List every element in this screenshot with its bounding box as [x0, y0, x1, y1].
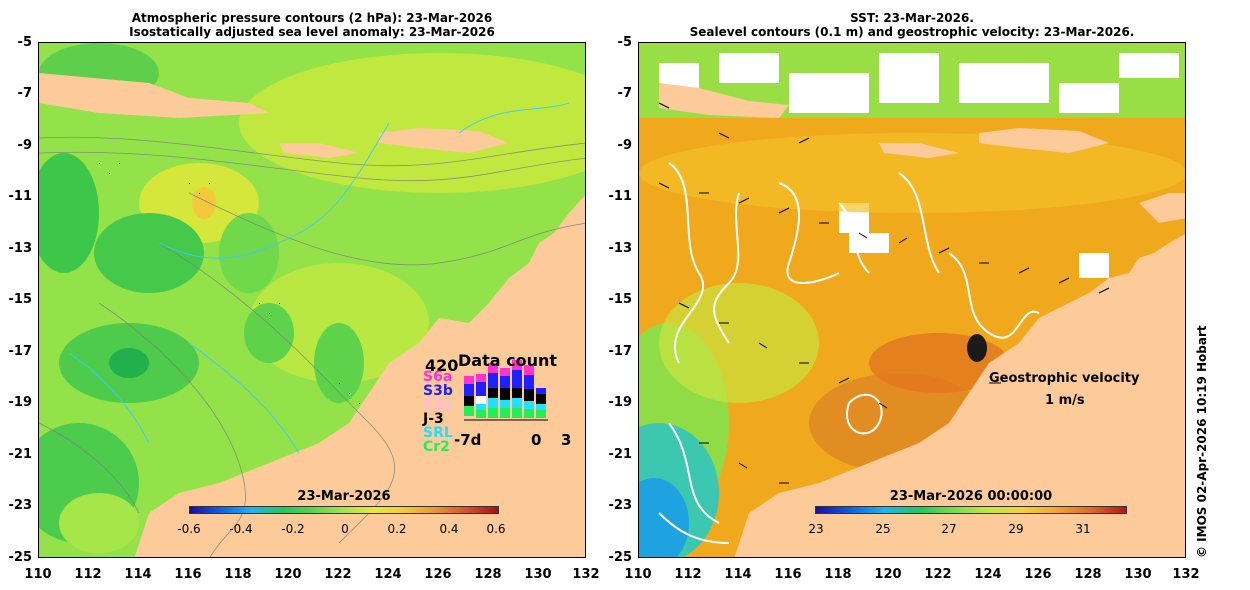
left-colorbar-tick: -0.2: [281, 522, 305, 536]
y-tick: -5: [17, 35, 32, 50]
y-tick: -13: [8, 241, 33, 256]
x-tick: 116: [774, 567, 802, 582]
y-tick: -15: [608, 292, 633, 307]
y-tick: -23: [8, 498, 33, 513]
x-tick: 114: [724, 567, 752, 582]
right-colorbar-tick: 27: [941, 522, 957, 536]
right-colorbar-tick: 31: [1075, 522, 1091, 536]
right-title-line1: SST: 23-Mar-2026.: [850, 11, 974, 25]
sst-colorbar: [815, 506, 1127, 514]
y-tick: -9: [17, 138, 32, 153]
x-tick: 128: [474, 567, 502, 582]
left-colorbar-title: 23-Mar-2026: [297, 489, 391, 504]
velocity-legend-label: Geostrophic velocity: [989, 371, 1140, 386]
left-colorbar-tick: 0.2: [387, 522, 407, 536]
x-tick: 110: [24, 567, 52, 582]
y-tick: -5: [617, 35, 632, 50]
y-tick: -7: [617, 86, 632, 101]
y-tick: -21: [8, 447, 33, 462]
sst-map: Geostrophic velocity 1 m/s 23-Mar-2026 0…: [638, 42, 1186, 558]
y-tick: -21: [608, 447, 633, 462]
right-colorbar-title: 23-Mar-2026 00:00:00: [889, 489, 1053, 504]
x-tick: 120: [274, 567, 302, 582]
mission-label: S6a: [423, 369, 453, 385]
x-tick: 112: [674, 567, 702, 582]
mission-label: SRL: [423, 425, 453, 441]
x-tick: 124: [374, 567, 402, 582]
x-tick: 118: [224, 567, 252, 582]
left-colorbar-tick: 0.6: [486, 522, 506, 536]
left-title-line2: Isostatically adjusted sea level anomaly…: [129, 25, 495, 39]
data-count-chart: [464, 360, 548, 421]
x-tick: 114: [124, 567, 152, 582]
y-tick: -19: [608, 395, 633, 410]
mission-label: Cr2: [423, 439, 450, 455]
x-tick: 132: [572, 567, 600, 582]
left-colorbar-tick: -0.6: [177, 522, 201, 536]
x-tick: 130: [1124, 567, 1152, 582]
data-count-title: Data count: [458, 351, 557, 370]
sla-map-graphic: [39, 43, 585, 557]
x-tick: 122: [924, 567, 952, 582]
data-count-max: 420: [425, 356, 459, 375]
imos-credit: © IMOS 02-Apr-2026 10:19 Hobart: [1195, 325, 1209, 558]
y-tick: -9: [617, 138, 632, 153]
x-tick: 116: [174, 567, 202, 582]
left-colorbar-tick: -0.4: [229, 522, 253, 536]
mission-label: J-3: [423, 411, 444, 427]
x-tick: 130: [524, 567, 552, 582]
right-colorbar-tick: 23: [808, 522, 824, 536]
x-tick: 118: [824, 567, 852, 582]
x-tick: 126: [1024, 567, 1052, 582]
y-tick: -7: [17, 86, 32, 101]
sst-map-graphic: [639, 43, 1185, 557]
sla-colorbar: [189, 506, 499, 514]
y-tick: -11: [8, 189, 33, 204]
x-tick: 128: [1074, 567, 1102, 582]
mission-label: S3a: [423, 397, 453, 413]
x-tick: 124: [974, 567, 1002, 582]
x-tick: 112: [74, 567, 102, 582]
y-tick: -25: [608, 550, 633, 565]
right-title-line2: Sealevel contours (0.1 m) and geostrophi…: [689, 25, 1135, 39]
left-colorbar-tick: 0: [341, 522, 349, 536]
sla-map: Data count 420 S6a S3b S3a J-3 SRL Cr2 -…: [38, 42, 586, 558]
y-tick: -23: [608, 498, 633, 513]
y-tick: -15: [8, 292, 33, 307]
x-tick: 132: [1172, 567, 1200, 582]
y-tick: -17: [608, 344, 633, 359]
data-count-xlabel: 0: [531, 431, 542, 449]
y-tick: -17: [8, 344, 33, 359]
left-colorbar-tick: 0.4: [439, 522, 459, 536]
mission-label: S3b: [423, 383, 453, 399]
data-count-xlabel: -7d: [454, 431, 482, 449]
x-tick: 126: [424, 567, 452, 582]
y-tick: -25: [8, 550, 33, 565]
y-tick: -11: [608, 189, 633, 204]
x-tick: 122: [324, 567, 352, 582]
right-colorbar-tick: 25: [875, 522, 891, 536]
y-tick: -13: [608, 241, 633, 256]
data-count-xlabel: 3: [561, 431, 572, 449]
right-colorbar-tick: 29: [1008, 522, 1024, 536]
velocity-legend-scale: 1 m/s: [1045, 393, 1085, 408]
left-title-line1: Atmospheric pressure contours (2 hPa): 2…: [131, 11, 493, 25]
x-tick: 120: [874, 567, 902, 582]
y-tick: -19: [8, 395, 33, 410]
x-tick: 110: [624, 567, 652, 582]
